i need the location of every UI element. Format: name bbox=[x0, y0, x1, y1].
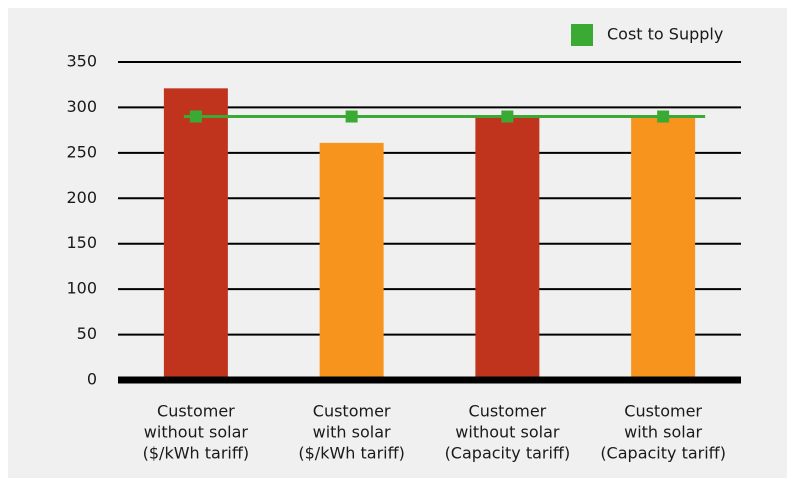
x-tick-label: ($/kWh tariff) bbox=[143, 444, 250, 463]
x-tick-label: Customer bbox=[313, 402, 391, 421]
bar bbox=[475, 116, 540, 380]
y-tick-label: 350 bbox=[66, 52, 97, 71]
x-tick-label: with solar bbox=[624, 423, 702, 442]
line-marker bbox=[189, 110, 202, 123]
x-tick-label: (Capacity tariff) bbox=[600, 444, 726, 463]
y-tick-label: 150 bbox=[66, 233, 97, 252]
x-tick-label: Customer bbox=[469, 402, 547, 421]
x-tick-label: (Capacity tariff) bbox=[445, 444, 571, 463]
bar bbox=[163, 88, 228, 380]
y-tick-label: 200 bbox=[66, 188, 97, 207]
line-marker bbox=[501, 110, 514, 123]
x-tick-label: ($/kWh tariff) bbox=[298, 444, 405, 463]
y-tick-label: 300 bbox=[66, 97, 97, 116]
bar bbox=[319, 142, 384, 380]
x-tick-label: Customer bbox=[624, 402, 702, 421]
x-tick-label: Customer bbox=[157, 402, 235, 421]
bar bbox=[631, 116, 696, 380]
legend-swatch bbox=[571, 24, 593, 46]
x-tick-label: with solar bbox=[313, 423, 391, 442]
y-tick-label: 250 bbox=[66, 142, 97, 161]
y-tick-label: 100 bbox=[66, 279, 97, 298]
line-marker bbox=[345, 110, 358, 123]
x-tick-label: without solar bbox=[455, 423, 560, 442]
y-tick-label: 0 bbox=[87, 370, 97, 389]
legend-label: Cost to Supply bbox=[607, 25, 723, 44]
y-tick-label: 50 bbox=[77, 324, 97, 343]
line-marker bbox=[657, 110, 670, 123]
x-tick-label: without solar bbox=[144, 423, 249, 442]
